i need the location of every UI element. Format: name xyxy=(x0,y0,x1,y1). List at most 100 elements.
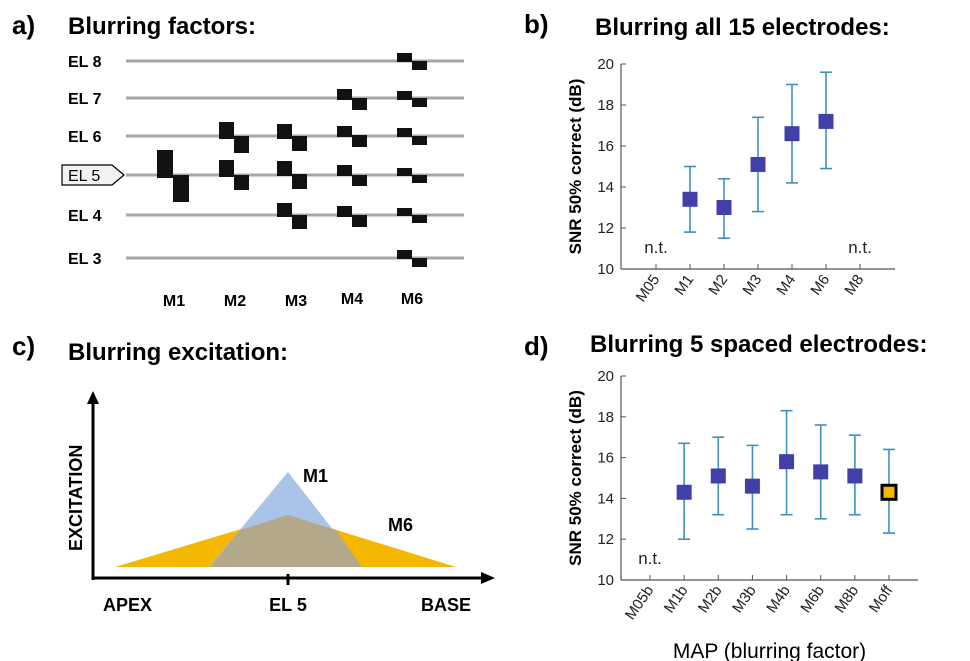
m4-blur-block xyxy=(352,98,367,110)
not-tested-label: n.t. xyxy=(848,238,872,257)
x-axis-label: MAP (blurring factor) xyxy=(673,640,866,661)
x-tick-label: M6b xyxy=(797,583,828,617)
map-label: M4 xyxy=(341,291,363,308)
m6-blur-block xyxy=(412,98,427,107)
y-tick-label: 18 xyxy=(597,409,614,426)
mean-marker xyxy=(779,454,795,470)
m6-blur-block xyxy=(397,168,412,176)
m1-blur-block xyxy=(173,175,189,202)
panel-b-title: Blurring all 15 electrodes: xyxy=(595,14,890,41)
panel-a-letter: a) xyxy=(12,10,35,40)
electrode-label: EL 6 xyxy=(68,129,102,146)
y-tick-label: 16 xyxy=(597,450,614,467)
m6-blur-block xyxy=(412,215,427,223)
y-axis-label: SNR 50% correct (dB) xyxy=(566,79,585,255)
m6-blur-block xyxy=(412,61,427,70)
m6-blur-block xyxy=(397,53,412,62)
y-tick-label: 20 xyxy=(597,368,614,385)
m2-blur-block xyxy=(234,136,249,153)
mean-marker xyxy=(710,468,726,484)
map-label: M1 xyxy=(163,293,185,310)
x-tick-label: M3b xyxy=(729,583,760,617)
x-tick-label: M4b xyxy=(763,583,794,617)
electrode-label: EL 8 xyxy=(68,54,102,71)
panel-b: b) Blurring all 15 electrodes: 101214161… xyxy=(524,9,895,305)
panel-a-title: Blurring factors: xyxy=(68,13,256,40)
y-tick-label: 18 xyxy=(597,97,614,114)
y-tick-label: 14 xyxy=(597,490,614,507)
m4-blur-block xyxy=(337,165,352,176)
y-tick-label: 16 xyxy=(597,138,614,155)
y-tick-label: 20 xyxy=(597,56,614,73)
mean-marker xyxy=(716,200,732,215)
m6-blur-block xyxy=(397,250,412,259)
m4-blur-block xyxy=(337,126,352,137)
electrode-label: EL 3 xyxy=(68,251,102,268)
x-tick-label: M2b xyxy=(695,583,726,617)
y-tick-label: 12 xyxy=(597,220,614,237)
panel-d-letter: d) xyxy=(524,331,549,361)
not-tested-label: n.t. xyxy=(644,238,668,257)
y-tick-label: 12 xyxy=(597,531,614,548)
m2-blur-block xyxy=(234,175,249,190)
panel-a: a) Blurring factors: EL 8 EL 7 EL 6 EL 5… xyxy=(12,10,464,310)
m3-blur-block xyxy=(277,161,292,176)
mean-marker xyxy=(784,126,800,142)
x-tick-label: M8b xyxy=(831,583,862,617)
excitation-overlap xyxy=(210,515,362,567)
panel-d: d) Blurring 5 spaced electrodes: 10 12 14 1… xyxy=(524,331,927,661)
mean-marker xyxy=(813,464,829,480)
m6-blur-block xyxy=(412,175,427,183)
mean-marker xyxy=(744,478,760,494)
mean-marker xyxy=(818,113,834,129)
m6-blur-block xyxy=(412,136,427,145)
x-tick-label: M05b xyxy=(622,583,657,623)
m6-blur-block xyxy=(397,128,412,137)
y-axis-arrow-icon xyxy=(87,391,99,404)
curve-label-m1: M1 xyxy=(303,466,328,486)
not-tested-label: n.t. xyxy=(638,549,662,568)
m4-blur-block xyxy=(337,206,352,217)
highlighted-electrode-tag xyxy=(61,164,125,186)
x-tick-label: M1 xyxy=(671,272,697,299)
mean-marker xyxy=(750,156,766,172)
y-tick-label: 10 xyxy=(597,572,614,589)
excitation-axis-label: EXCITATION xyxy=(66,445,86,551)
x-tick-label: M4 xyxy=(773,272,799,299)
apex-label: APEX xyxy=(103,595,152,615)
mean-marker xyxy=(682,191,698,207)
curve-label-m6: M6 xyxy=(388,515,413,535)
electrode-label-highlighted: EL 5 xyxy=(68,168,100,185)
map-label: M3 xyxy=(285,293,307,310)
m3-blur-block xyxy=(292,136,307,151)
mean-marker xyxy=(847,468,863,484)
m4-blur-block xyxy=(352,135,367,147)
electrode-label: EL 7 xyxy=(68,91,102,108)
panel-b-letter: b) xyxy=(524,9,549,39)
m3-blur-block xyxy=(277,124,292,139)
m6-blur-block xyxy=(412,258,427,267)
panel-c: c) Blurring excitation: M1 M6 EXCITATION… xyxy=(12,331,495,615)
m6-blur-block xyxy=(397,91,412,100)
map-label: M6 xyxy=(401,291,423,308)
panel-d-title: Blurring 5 spaced electrodes: xyxy=(590,331,927,358)
m2-blur-block xyxy=(219,122,234,139)
panel-c-title: Blurring excitation: xyxy=(68,339,288,366)
m4-blur-block xyxy=(352,175,367,186)
chart-b: 10 12 14 16 18 20 SNR 50% correct (dB) M05 M1 M2 M… xyxy=(566,56,895,305)
x-tick-label: M6 xyxy=(807,272,833,299)
m6-blur-block xyxy=(397,208,412,216)
el5-label: EL 5 xyxy=(269,595,307,615)
mean-marker xyxy=(676,484,692,500)
y-tick-label: 14 xyxy=(597,179,614,196)
base-label: BASE xyxy=(421,595,471,615)
map-label: M2 xyxy=(224,293,246,310)
highlight-marker xyxy=(880,483,898,501)
x-tick-label: M2 xyxy=(705,272,731,299)
m2-blur-block xyxy=(219,160,234,177)
panel-c-letter: c) xyxy=(12,331,35,361)
y-axis-label: SNR 50% correct (dB) xyxy=(566,390,585,566)
m3-blur-block xyxy=(277,203,292,217)
x-tick-label: Moff xyxy=(866,582,897,616)
